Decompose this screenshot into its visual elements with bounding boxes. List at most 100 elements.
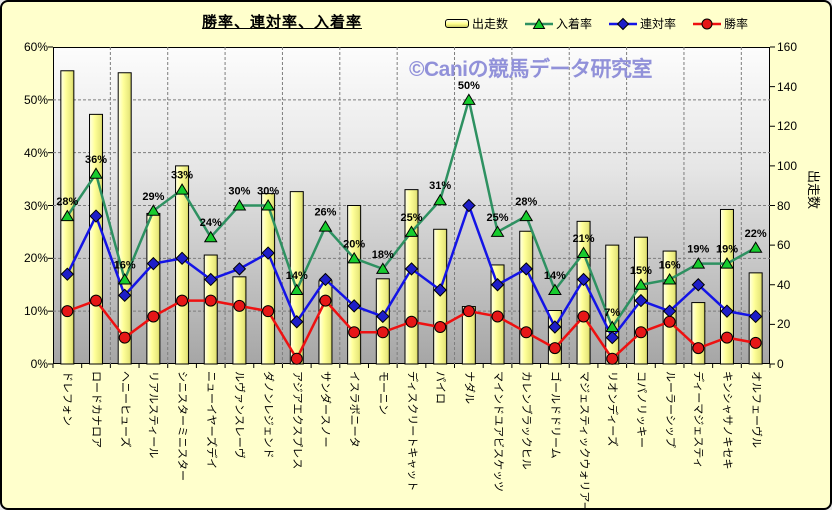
category-label: ニューイヤーズデイ [204, 371, 217, 470]
series-markers [60, 93, 763, 365]
triangle-marker [347, 251, 362, 264]
left-axis-tick-label: 0% [30, 357, 48, 371]
data-label: 30% [257, 186, 279, 198]
data-label: 28% [56, 196, 78, 208]
circle-marker [176, 294, 189, 307]
data-label: 16% [659, 259, 681, 271]
category-label: ナダル [462, 371, 475, 404]
data-label: 7% [604, 307, 620, 319]
circle-marker [749, 336, 762, 349]
category-label: アジアエクスプレス [290, 371, 303, 470]
diamond-marker [576, 272, 591, 287]
circle-marker [319, 294, 332, 307]
category-label: パイロ [434, 371, 447, 404]
data-label: 25% [400, 212, 422, 224]
category-label: ヘニーヒューズ [118, 371, 131, 448]
diamond-marker [146, 256, 161, 271]
diamond-marker [376, 309, 390, 324]
triangle-marker [634, 278, 648, 290]
category-label: ルーラーシップ [663, 371, 676, 448]
diamond-marker [232, 262, 247, 276]
circle-marker [90, 294, 103, 307]
triangle-marker [490, 225, 505, 237]
circle-marker [348, 326, 361, 339]
category-label: カレンブラックヒル [520, 371, 533, 470]
right-axis-title: 出走数 [806, 170, 821, 210]
diamond-marker [347, 299, 361, 313]
legend-item-quinella-rate: 連対率 [609, 15, 676, 32]
diamond-marker [204, 272, 218, 287]
data-label: 24% [200, 217, 222, 229]
diamond-marker [634, 293, 648, 308]
category-label: シニスターミニスター [176, 371, 189, 481]
category-label: マインドユアビスケッツ [491, 371, 504, 492]
triangle-marker [375, 262, 390, 274]
left-axis-tick-label: 50% [23, 92, 48, 107]
triangle-marker [720, 257, 734, 269]
bar [261, 193, 276, 365]
watermark: ©Caniの競馬データ研究室 [409, 58, 652, 81]
diamond-marker [404, 262, 419, 276]
data-label: 36% [85, 154, 107, 166]
circle-marker [548, 342, 561, 355]
category-label: ダノンレジェンド [262, 371, 275, 459]
triangle-marker [203, 230, 218, 243]
triangle-marker [261, 199, 275, 211]
circle-marker [434, 321, 447, 334]
category-label: コパノリッキー [634, 371, 647, 448]
data-label: 50% [458, 80, 480, 92]
bar [605, 244, 620, 365]
triangle-marker [461, 93, 476, 105]
bar [89, 113, 104, 365]
circle-marker [663, 315, 676, 328]
circle-marker [405, 315, 418, 328]
circle-marker [262, 305, 275, 318]
circle-marker-icon [693, 18, 722, 30]
right-axis-tick-label: 140 [777, 79, 798, 94]
data-label: 29% [142, 191, 164, 203]
right-axis-tick-label: 120 [777, 119, 798, 134]
triangle-marker [576, 246, 591, 259]
category-label: イスラボニータ [348, 371, 361, 448]
triangle-marker [89, 167, 103, 179]
category-label: ドレフォン [61, 371, 74, 426]
bar [232, 276, 247, 365]
legend-label: 出走数 [472, 17, 509, 31]
circle-marker [577, 310, 590, 323]
category-label: オルフェーヴル [749, 371, 762, 448]
triangle-marker [146, 204, 161, 216]
data-label: 33% [171, 170, 193, 182]
left-axis-tick-label: 30% [23, 198, 48, 213]
plot-area: 28% 36% 16% 29% 33% 24% 30% 30% 14% 26% 20% 18% 25% 3… [48, 46, 775, 368]
circle-marker [720, 331, 733, 344]
bar [719, 208, 734, 365]
right-axis-tick-label: 60 [777, 238, 791, 253]
category-label: ディーマジェスティ [692, 371, 705, 469]
triangle-marker [748, 241, 763, 253]
category-label: マジェスティックウォリアー [577, 371, 590, 510]
bar [691, 302, 706, 365]
right-axis-tick-label: 40 [777, 277, 791, 292]
right-axis-tick-label: 20 [777, 317, 791, 332]
legend-item-starts: 出走数 [445, 15, 508, 32]
diamond-marker [548, 320, 562, 334]
diamond-marker [519, 262, 533, 276]
data-label: 31% [429, 180, 451, 192]
category-label: モーニン [376, 371, 389, 415]
circle-marker [462, 305, 475, 318]
bar [117, 72, 132, 365]
data-label: 26% [314, 207, 336, 219]
triangle-marker [117, 272, 132, 285]
category-label: ディスクリートキャット [405, 371, 418, 492]
data-label: 15% [630, 265, 652, 277]
category-label: リオンディーズ [606, 371, 619, 447]
circle-marker [376, 326, 389, 339]
diamond-marker [490, 278, 505, 292]
triangle-marker [433, 193, 448, 206]
diamond-marker-icon [609, 17, 638, 30]
data-label: 18% [372, 249, 394, 261]
bar [318, 280, 333, 365]
right-axis-tick-label: 0 [777, 357, 784, 371]
data-label: 30% [228, 186, 250, 198]
